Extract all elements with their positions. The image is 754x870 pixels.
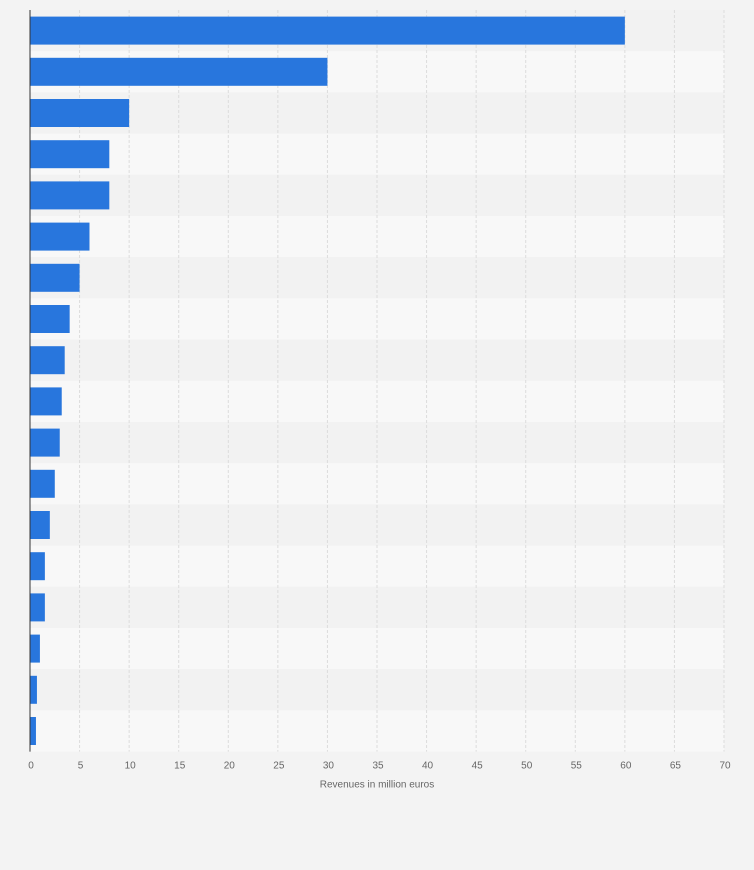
- x-tick-label: 20: [224, 761, 236, 772]
- x-tick-label: 30: [323, 761, 335, 772]
- x-tick-label: 70: [719, 761, 731, 772]
- bar: [30, 675, 37, 704]
- x-tick-label: 55: [571, 761, 583, 772]
- bar: [30, 140, 110, 169]
- bar: [30, 717, 36, 745]
- row-band: [30, 298, 724, 340]
- bar: [30, 57, 328, 86]
- x-tick-label: 10: [125, 761, 137, 772]
- bar: [30, 305, 70, 333]
- row-band: [30, 628, 724, 670]
- bar: [30, 346, 65, 375]
- x-tick-label: 45: [472, 761, 484, 772]
- bar: [30, 428, 60, 457]
- row-band: [30, 463, 724, 505]
- bar: [30, 16, 625, 45]
- bar: [30, 511, 50, 539]
- bar: [30, 387, 62, 416]
- x-tick-label: 0: [28, 761, 34, 772]
- x-tick-label: 15: [174, 761, 186, 772]
- bar: [30, 552, 45, 581]
- x-tick-label: 40: [422, 761, 434, 772]
- x-tick-label: 25: [273, 761, 285, 772]
- bar: [30, 181, 110, 210]
- x-tick-label: 60: [620, 761, 632, 772]
- x-axis-label: Revenues in million euros: [320, 780, 435, 791]
- row-band: [30, 133, 724, 175]
- bar: [30, 593, 45, 622]
- bar: [30, 469, 55, 498]
- bar: [30, 263, 80, 292]
- x-tick-label: 50: [521, 761, 533, 772]
- x-tick-label: 5: [78, 761, 84, 772]
- x-tick-label: 65: [670, 761, 682, 772]
- x-tick-label: 35: [372, 761, 384, 772]
- bar: [30, 222, 90, 251]
- bar: [30, 634, 40, 663]
- bar: [30, 99, 130, 127]
